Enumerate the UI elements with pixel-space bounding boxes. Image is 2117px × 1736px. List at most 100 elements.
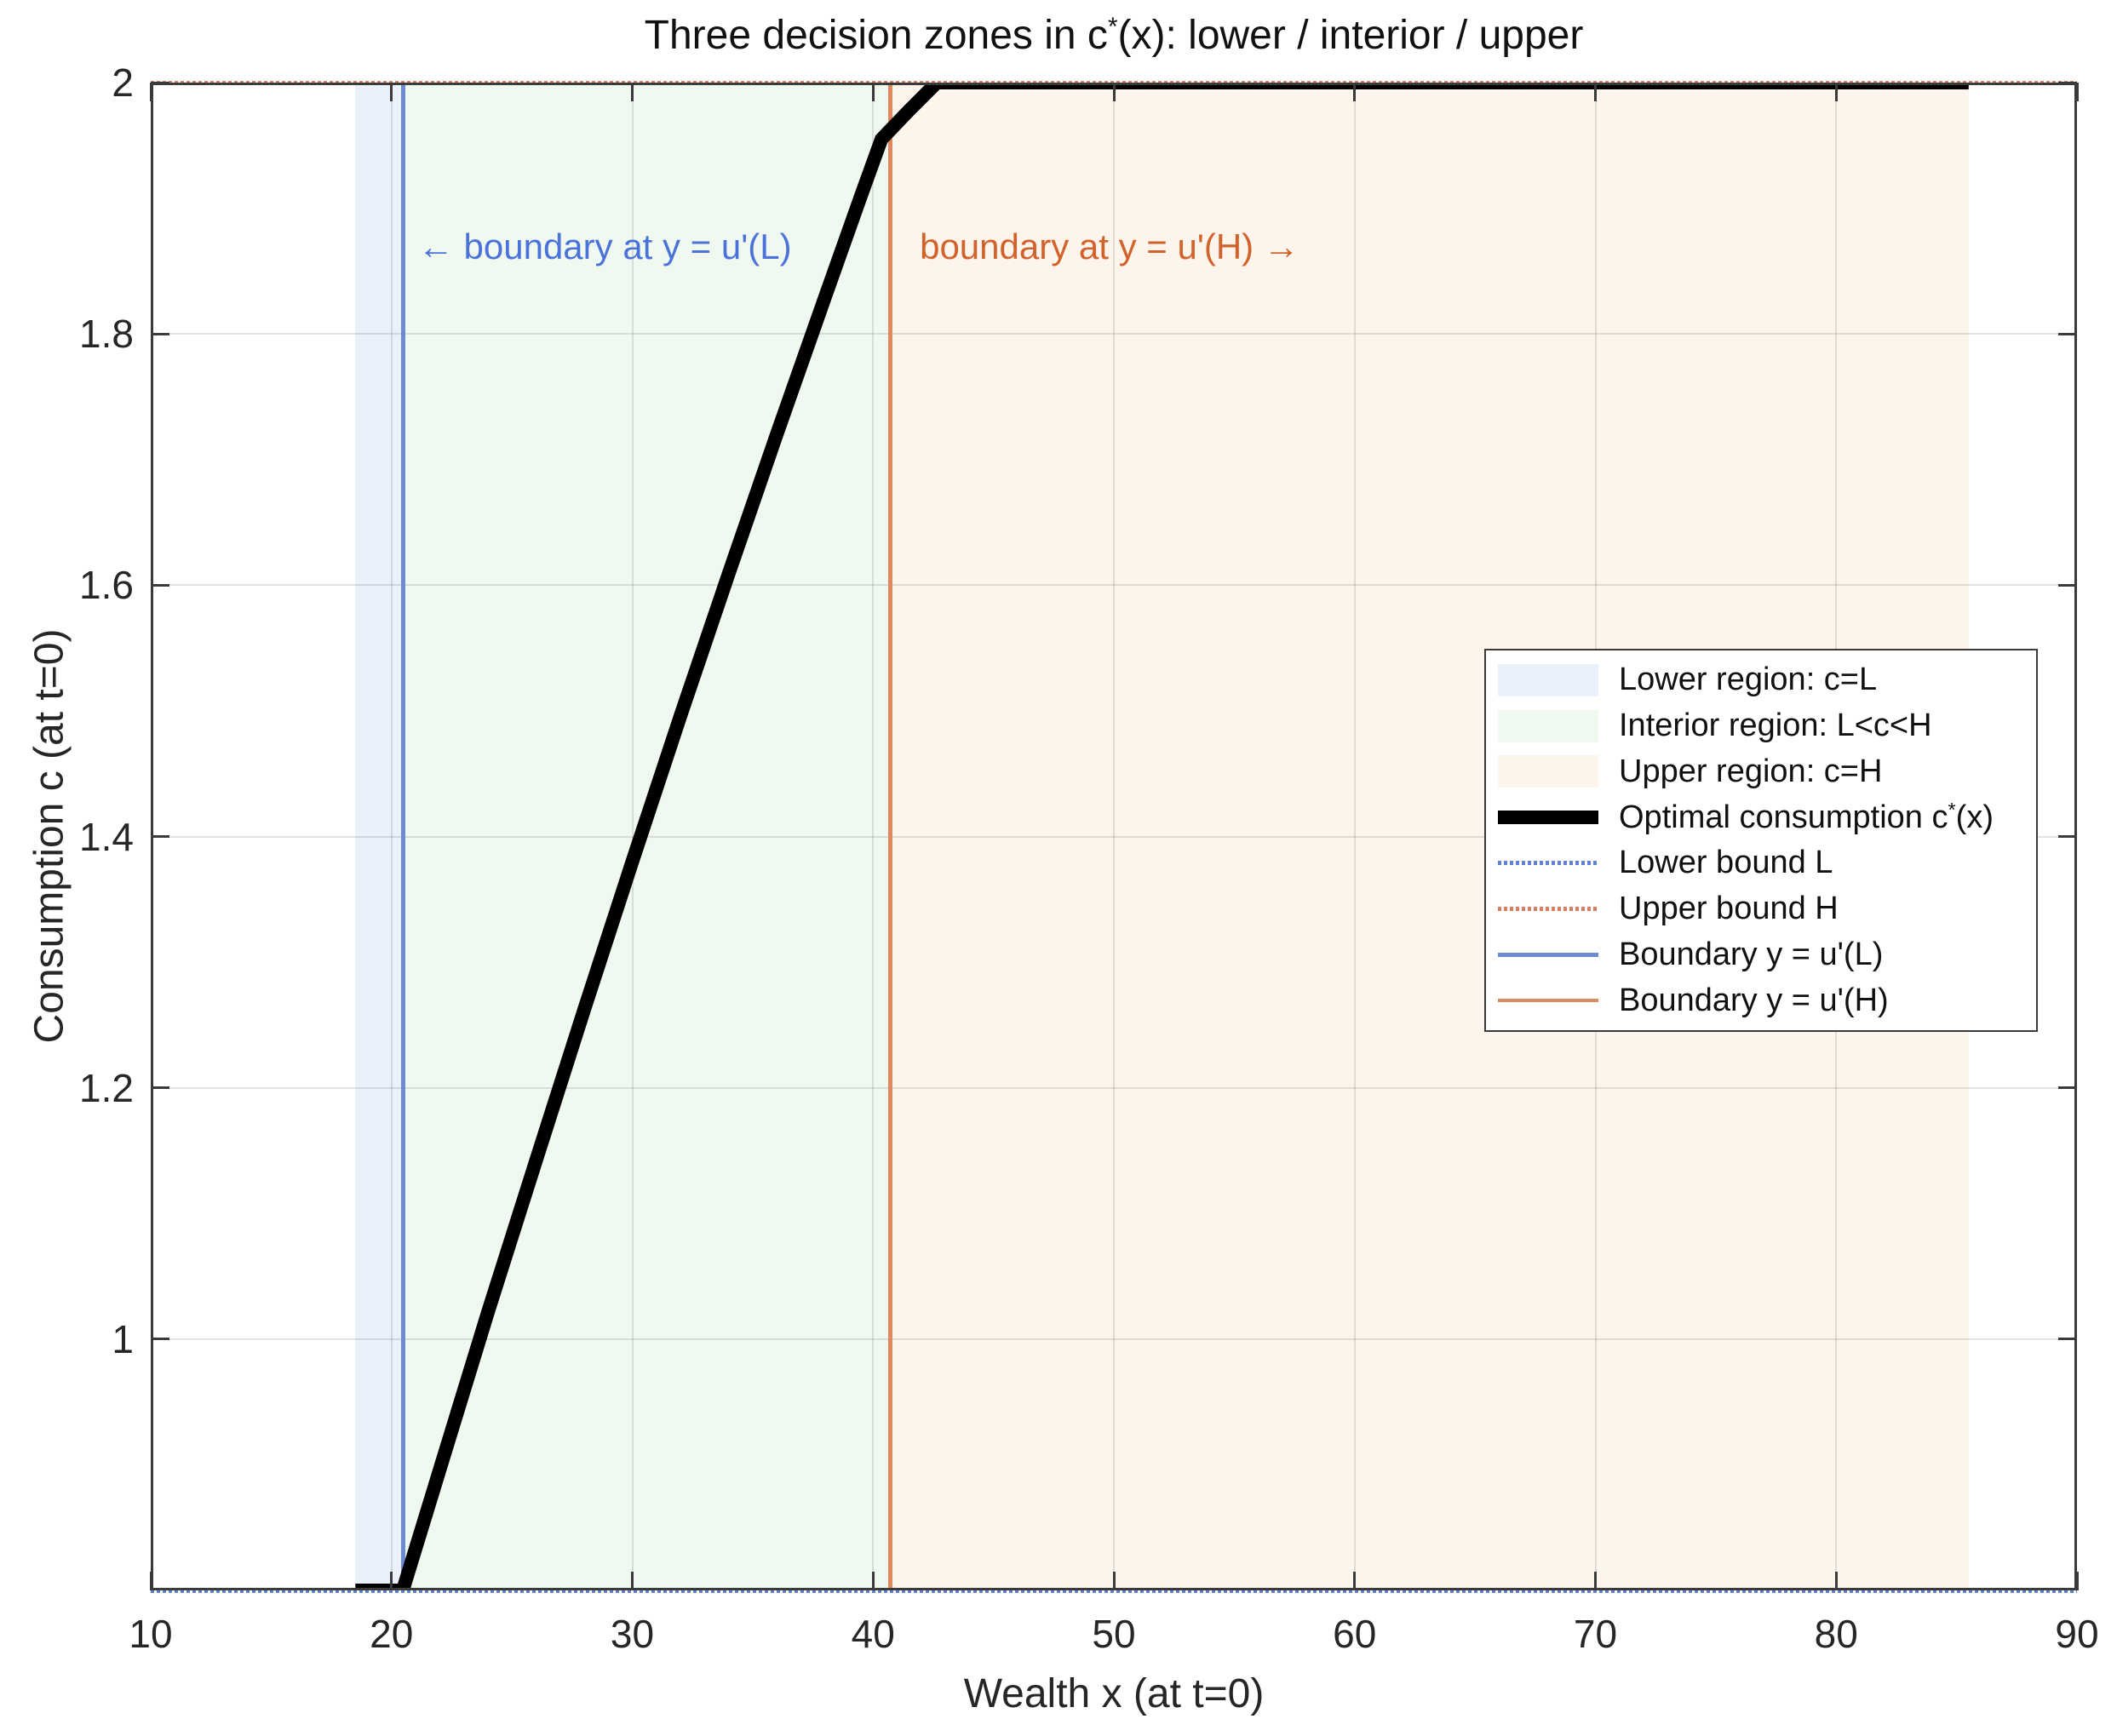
y-tick-left-1.4 bbox=[151, 835, 169, 838]
x-tick-label-70: 70 bbox=[1573, 1612, 1618, 1656]
legend-label-7: Boundary y = u'(L) bbox=[1619, 936, 1884, 972]
y-tick-label-1.2: 1.2 bbox=[79, 1065, 134, 1110]
y-tick-right-1.8 bbox=[2058, 332, 2077, 335]
legend-swatch-line-dotted bbox=[1498, 861, 1598, 866]
x-gridline-20 bbox=[390, 83, 393, 1590]
legend-item-8: Boundary y = u'(H) bbox=[1498, 977, 2028, 1023]
y-tick-label-2: 2 bbox=[112, 60, 134, 105]
legend-swatch-line bbox=[1498, 998, 1598, 1003]
x-tick-label-10: 10 bbox=[129, 1612, 173, 1656]
chart-title-superscript: * bbox=[1107, 12, 1118, 41]
legend-item-3: Upper region: c=H bbox=[1498, 749, 2028, 795]
y-tick-left-1 bbox=[151, 1338, 169, 1341]
x-gridline-50 bbox=[1113, 83, 1115, 1590]
x-tick-bottom-80 bbox=[1834, 1572, 1838, 1590]
annotation-boundary-H: boundary at y = u'(H) → bbox=[920, 226, 1299, 267]
boundary-lines-layer bbox=[151, 83, 2077, 1590]
x-tick-label-40: 40 bbox=[851, 1612, 895, 1656]
x-tick-label-50: 50 bbox=[1092, 1612, 1136, 1656]
legend-swatch-patch bbox=[1498, 709, 1598, 742]
x-tick-label-90: 90 bbox=[2055, 1612, 2099, 1656]
legend-swatch-box-6 bbox=[1498, 907, 1598, 912]
legend-item-6: Upper bound H bbox=[1498, 886, 2028, 932]
y-tick-label-1.4: 1.4 bbox=[79, 814, 134, 859]
legend-swatch-patch bbox=[1498, 755, 1598, 788]
y-tick-left-1.2 bbox=[151, 1086, 169, 1090]
legend: Lower region: c=L Interior region: L<c<H U… bbox=[1484, 649, 2038, 1032]
legend-item-4: Optimal consumption c*(x) bbox=[1498, 794, 2028, 840]
legend-label-2: Interior region: L<c<H bbox=[1619, 708, 1932, 744]
legend-label-5: Lower bound L bbox=[1619, 845, 1833, 881]
legend-swatch-box-1 bbox=[1498, 663, 1598, 696]
x-tick-top-70 bbox=[1594, 83, 1597, 101]
x-tick-top-50 bbox=[1112, 83, 1116, 101]
y-tick-left-2 bbox=[151, 81, 169, 84]
legend-swatch-box-4 bbox=[1498, 811, 1598, 825]
boundary-line-u-prime-H bbox=[888, 83, 893, 1590]
x-tick-bottom-20 bbox=[390, 1572, 393, 1590]
x-tick-top-40 bbox=[871, 83, 875, 101]
chart-title: Three decision zones in c*(x): lower / i… bbox=[151, 12, 2077, 59]
x-tick-bottom-40 bbox=[871, 1572, 875, 1590]
legend-swatch-box-7 bbox=[1498, 953, 1598, 957]
legend-label-1: Lower region: c=L bbox=[1619, 662, 1878, 698]
annotation-boundary-L: ← boundary at y = u'(L) bbox=[417, 226, 792, 267]
legend-item-1: Lower region: c=L bbox=[1498, 657, 2028, 703]
y-tick-label-1.6: 1.6 bbox=[79, 563, 134, 608]
y-tick-right-2 bbox=[2058, 81, 2077, 84]
y-tick-right-1 bbox=[2058, 1338, 2077, 1341]
legend-swatch-box-8 bbox=[1498, 998, 1598, 1003]
y-tick-left-1.8 bbox=[151, 332, 169, 335]
legend-item-7: Boundary y = u'(L) bbox=[1498, 932, 2028, 978]
legend-swatch-patch bbox=[1498, 663, 1598, 696]
y-tick-right-1.4 bbox=[2058, 835, 2077, 838]
chart-title-text: Three decision zones in c bbox=[644, 13, 1108, 58]
x-tick-top-20 bbox=[390, 83, 393, 101]
y-gridline-1.4 bbox=[151, 835, 2077, 838]
chart-title-text-after: (x): lower / interior / upper bbox=[1117, 13, 1584, 58]
y-gridline-1.2 bbox=[151, 1086, 2077, 1089]
x-tick-bottom-90 bbox=[2075, 1572, 2079, 1590]
y-tick-right-1.2 bbox=[2058, 1086, 2077, 1090]
region-lower bbox=[355, 83, 404, 1590]
legend-swatch-box-2 bbox=[1498, 709, 1598, 742]
legend-swatch-line-thick bbox=[1498, 811, 1598, 825]
y-tick-label-1: 1 bbox=[112, 1316, 134, 1361]
y-gridline-1.8 bbox=[151, 333, 2077, 335]
legend-label-4: Optimal consumption c*(x) bbox=[1619, 798, 1994, 835]
y-tick-left-1.6 bbox=[151, 583, 169, 587]
optimal-consumption-curve bbox=[355, 83, 1969, 1590]
x-tick-top-80 bbox=[1834, 83, 1838, 101]
y-tick-right-1.6 bbox=[2058, 583, 2077, 587]
x-gridline-40 bbox=[872, 83, 875, 1590]
x-tick-bottom-60 bbox=[1353, 1572, 1357, 1590]
legend-label-8: Boundary y = u'(H) bbox=[1619, 982, 1889, 1018]
legend-item-2: Interior region: L<c<H bbox=[1498, 703, 2028, 749]
tick-marks-layer bbox=[149, 81, 2079, 1590]
legend-swatch-line bbox=[1498, 953, 1598, 957]
y-gridline-1 bbox=[151, 1338, 2077, 1340]
boundary-line-u-prime-L bbox=[400, 83, 405, 1590]
x-axis-label: Wealth x (at t=0) bbox=[963, 1671, 1265, 1716]
x-tick-bottom-70 bbox=[1594, 1572, 1597, 1590]
x-gridline-30 bbox=[631, 83, 634, 1590]
x-tick-top-10 bbox=[149, 83, 152, 101]
x-gridline-60 bbox=[1353, 83, 1356, 1590]
x-tick-label-30: 30 bbox=[610, 1612, 655, 1656]
legend-label-3: Upper region: c=H bbox=[1619, 753, 1883, 789]
annotations-layer: ← boundary at y = u'(L) boundary at y = u… bbox=[151, 83, 2077, 1590]
x-tick-top-60 bbox=[1353, 83, 1357, 101]
legend-label-6: Upper bound H bbox=[1619, 891, 1839, 927]
y-gridline-1.6 bbox=[151, 584, 2077, 587]
bound-line-lower-bound-L bbox=[151, 1588, 2077, 1593]
x-tick-bottom-30 bbox=[631, 1572, 634, 1590]
y-tick-label-1.8: 1.8 bbox=[79, 312, 134, 357]
x-tick-bottom-10 bbox=[149, 1572, 152, 1590]
legend-swatch-line-dotted bbox=[1498, 907, 1598, 912]
legend-swatch-box-5 bbox=[1498, 861, 1598, 866]
x-tick-top-30 bbox=[631, 83, 634, 101]
legend-label-superscript: * bbox=[1948, 798, 1956, 821]
x-tick-top-90 bbox=[2075, 83, 2079, 101]
x-tick-label-20: 20 bbox=[370, 1612, 414, 1656]
legend-item-5: Lower bound L bbox=[1498, 840, 2028, 886]
